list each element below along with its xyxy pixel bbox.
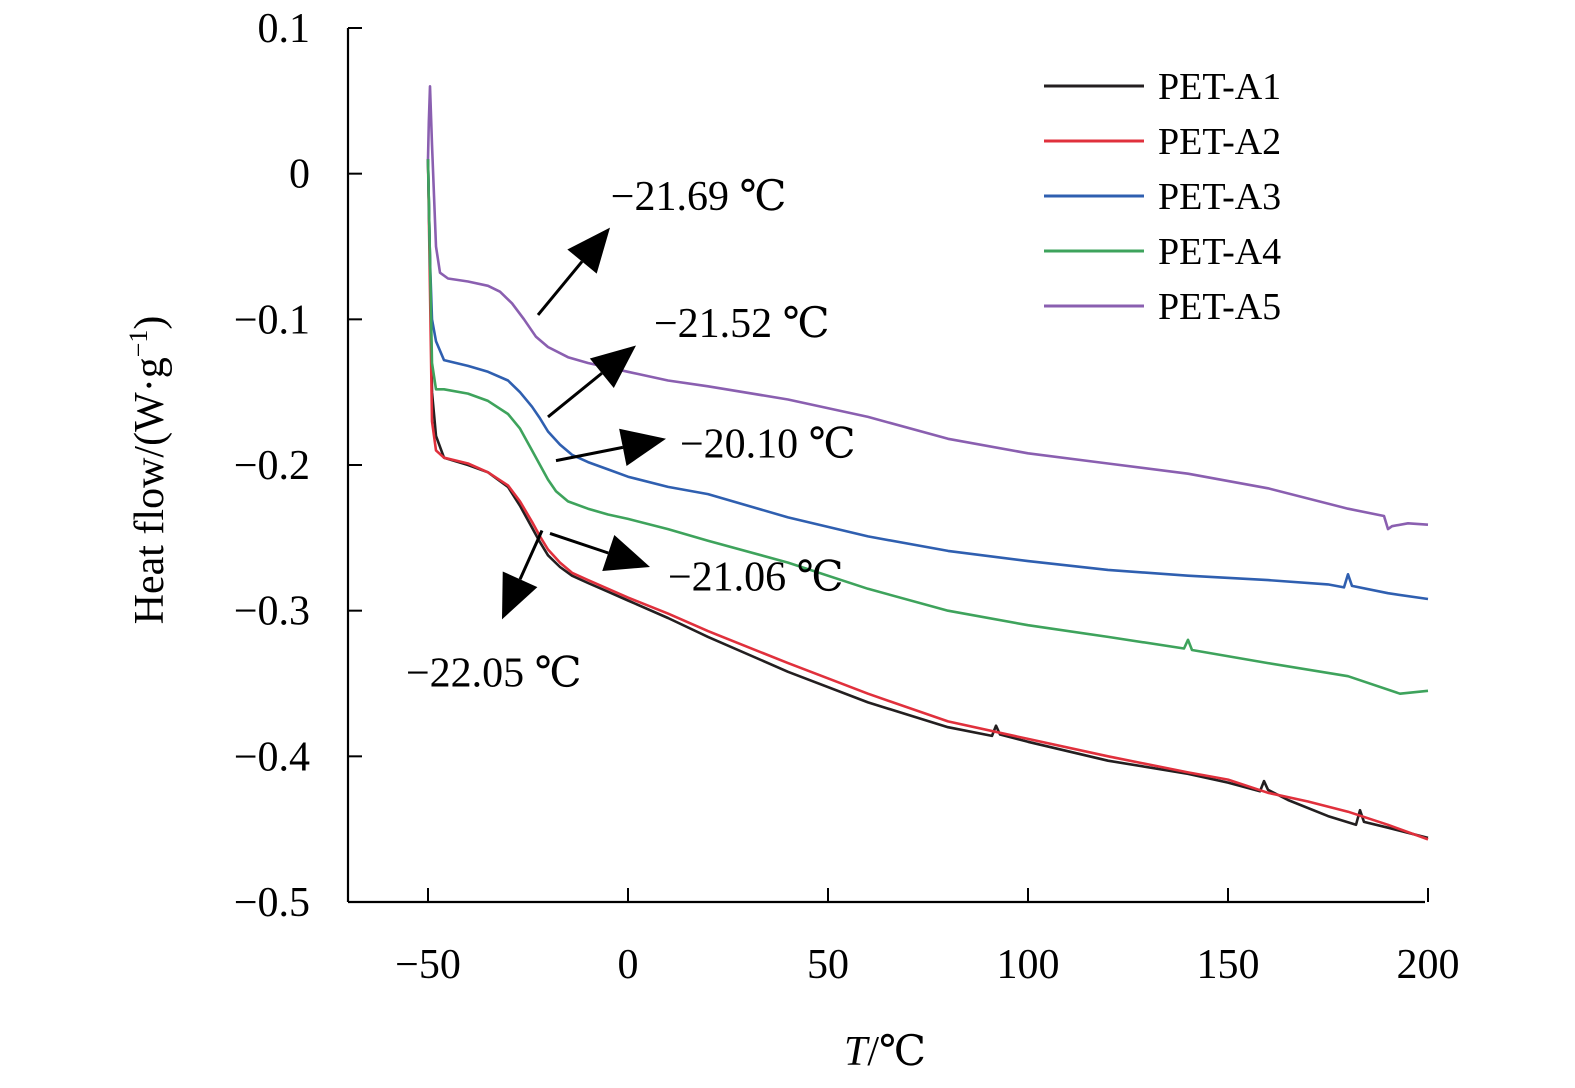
x-tick-label: 100	[997, 942, 1060, 988]
annotation-label: −21.52 ℃	[654, 301, 830, 347]
annotation-arrow-shaft	[518, 529, 544, 580]
x-tick-label: 50	[807, 942, 849, 988]
legend: PET-A1 PET-A2 PET-A3 PET-A4 PET-A5	[1044, 66, 1281, 328]
y-tick-label: −0.1	[234, 297, 310, 343]
annotation-arrow-head	[589, 345, 636, 389]
annotation-label: −21.69 ℃	[611, 174, 787, 220]
legend-label-pet-a3: PET-A3	[1158, 176, 1281, 218]
series-line-pet-a2	[426, 159, 1429, 841]
x-axis-title: T/℃	[844, 1029, 926, 1075]
y-axis-title-close: )	[127, 316, 173, 330]
y-tick-label: 0	[289, 152, 310, 198]
x-tick-label: 150	[1197, 942, 1260, 988]
plot-area: 0.10−0.1−0.2−0.3−0.4−0.5−50 0 50 100 150 200 …	[234, 6, 1460, 988]
y-axis-title-superscript: −1	[124, 330, 153, 358]
axes-layer: 0.1 0 −0.1 −0.2 −0.3 −0.4 −0.5 −50 0 50 100 150 200	[234, 6, 1460, 988]
annotation-arrow-head	[619, 428, 666, 466]
legend-label-pet-a1: PET-A1	[1158, 66, 1281, 108]
legend-label-pet-a2: PET-A2	[1158, 121, 1281, 163]
annotation-arrow-shaft	[547, 372, 603, 419]
y-axis-title: Heat flow/(W·g−1)	[124, 316, 173, 625]
annotation-label: −22.05 ℃	[406, 650, 582, 696]
x-tick-label: 200	[1397, 942, 1460, 988]
axis-titles: T/℃ Heat flow/(W·g−1)	[124, 316, 926, 1075]
annotation-label: −21.06 ℃	[668, 554, 844, 600]
y-tick-label: 0.1	[258, 6, 311, 52]
annotation-label: −20.10 ℃	[680, 422, 856, 468]
annotation-arrow-head	[502, 571, 538, 620]
legend-label-pet-a4: PET-A4	[1158, 231, 1281, 273]
legend-label-pet-a5: PET-A5	[1158, 286, 1281, 328]
y-tick-label: −0.3	[234, 589, 310, 635]
annotation-arrow-head	[602, 534, 650, 572]
y-axis-title-main: Heat flow/(W·g	[127, 357, 173, 624]
x-tick-label: 0	[618, 942, 639, 988]
x-tick-label: −50	[395, 942, 461, 988]
annotation-arrow-shaft	[549, 532, 609, 555]
y-tick-label: −0.5	[234, 880, 310, 926]
annotation-arrow-shaft	[555, 445, 624, 463]
x-axis-title-italic: T	[844, 1029, 870, 1075]
y-tick-label: −0.4	[234, 734, 310, 780]
annotation-arrow-head	[567, 227, 610, 274]
series-line-pet-a3	[426, 159, 1429, 601]
x-axis-title-unit: /℃	[867, 1029, 926, 1075]
annotation-arrow-shaft	[536, 260, 584, 316]
series-line-pet-a4	[426, 159, 1429, 695]
y-tick-label: −0.2	[234, 443, 310, 489]
annotation-layer: −21.69 ℃ −21.52 ℃ −20.10 ℃ −21.06 ℃ −22.05 ℃	[406, 174, 856, 696]
